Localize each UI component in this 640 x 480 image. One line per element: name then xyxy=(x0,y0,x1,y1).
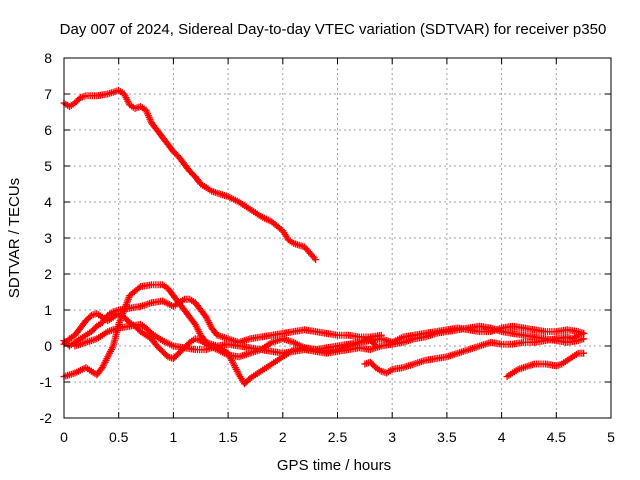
data-point xyxy=(135,284,143,292)
x-tick-label: 2 xyxy=(279,429,287,445)
series-track-5 xyxy=(71,320,588,357)
data-point xyxy=(312,256,320,264)
series-track-1 xyxy=(60,86,320,264)
x-tick-label: 1.5 xyxy=(218,429,238,445)
series-track-7 xyxy=(503,349,588,381)
y-tick-label: 3 xyxy=(44,230,52,246)
x-tick-label: 0.5 xyxy=(109,429,129,445)
y-axis-label: SDTVAR / TECUs xyxy=(6,178,23,298)
x-tick-label: 1 xyxy=(170,429,178,445)
x-tick-label: 3 xyxy=(388,429,396,445)
y-tick-label: 1 xyxy=(44,302,52,318)
x-tick-label: 0 xyxy=(60,429,68,445)
y-tick-label: -1 xyxy=(40,374,53,390)
data-point xyxy=(580,349,588,357)
y-tick-label: 2 xyxy=(44,266,52,282)
x-tick-label: 5 xyxy=(607,429,615,445)
x-tick-label: 4 xyxy=(498,429,506,445)
y-tick-label: 6 xyxy=(44,122,52,138)
chart-title: Day 007 of 2024, Sidereal Day-to-day VTE… xyxy=(60,21,607,38)
series-track-4 xyxy=(60,295,385,350)
x-tick-label: 2.5 xyxy=(328,429,348,445)
x-tick-label: 3.5 xyxy=(437,429,457,445)
data-point xyxy=(580,329,588,337)
axis-ticks xyxy=(63,57,612,419)
y-tick-label: 7 xyxy=(44,86,52,102)
y-tick-label: 4 xyxy=(44,194,52,210)
series-track-2 xyxy=(60,281,588,388)
data-point xyxy=(377,331,385,339)
y-tick-labels: -2 -1 0 1 2 3 4 5 6 7 8 xyxy=(40,50,53,426)
data-marks xyxy=(60,86,588,388)
y-tick-label: 0 xyxy=(44,338,52,354)
data-point xyxy=(310,254,318,262)
y-tick-label: 8 xyxy=(44,50,52,66)
x-tick-label: 4.5 xyxy=(547,429,567,445)
x-axis-label: GPS time / hours xyxy=(277,457,391,474)
series-track-6 xyxy=(361,329,588,377)
y-tick-label: 5 xyxy=(44,158,52,174)
x-tick-labels: 0 0.5 1 1.5 2 2.5 3 3.5 4 4.5 5 xyxy=(60,429,615,445)
y-tick-label: -2 xyxy=(40,410,53,426)
